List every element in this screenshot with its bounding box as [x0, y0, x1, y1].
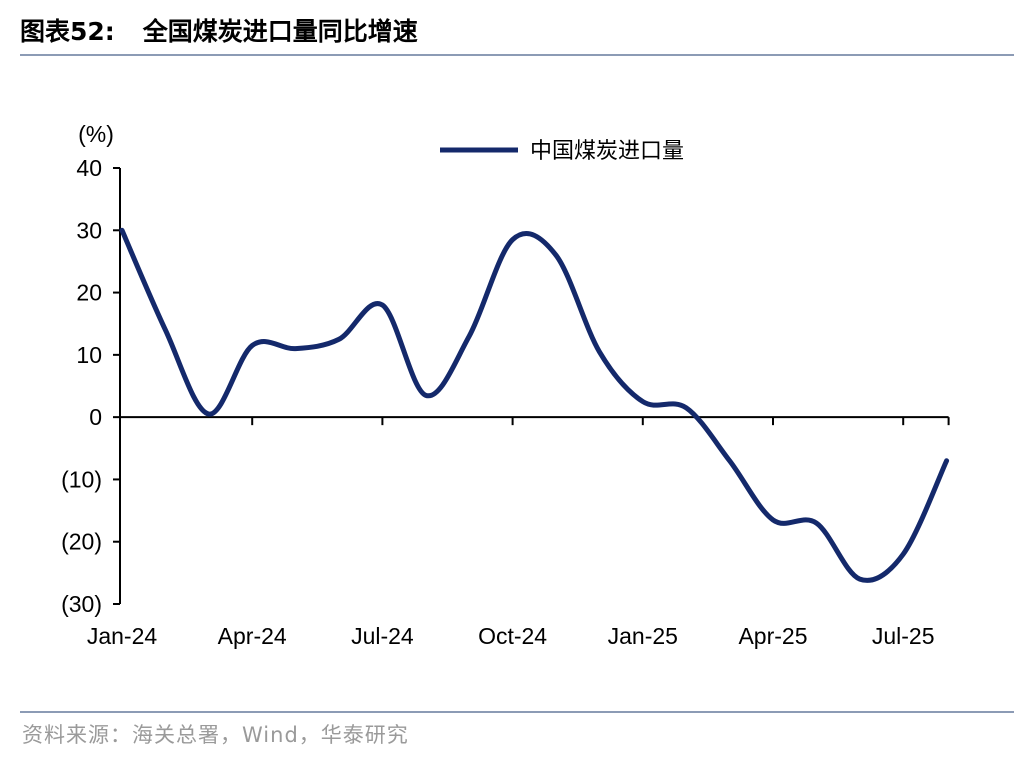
y-tick-label: (20) — [61, 529, 102, 555]
y-tick-label: (10) — [61, 466, 102, 492]
data-point — [380, 303, 384, 307]
source-divider — [20, 711, 1014, 713]
data-point — [294, 347, 298, 351]
series-line — [119, 227, 950, 583]
x-tick-label: Jan-24 — [87, 623, 158, 649]
data-point — [337, 337, 341, 341]
data-point — [250, 344, 254, 348]
title-divider — [20, 54, 1014, 56]
data-point — [901, 552, 905, 556]
data-point — [684, 406, 688, 410]
y-tick-label: (30) — [61, 591, 102, 617]
data-point — [771, 518, 775, 522]
y-tick-label: 20 — [76, 280, 102, 306]
data-point — [641, 400, 645, 404]
figure-title-bar: 图表52: 全国煤炭进口量同比增速 — [20, 10, 418, 50]
x-tick-label: Jul-24 — [351, 623, 414, 649]
x-tick-label: Apr-24 — [218, 623, 287, 649]
data-point — [728, 459, 732, 463]
figure-title: 全国煤炭进口量同比增速 — [142, 17, 418, 46]
y-tick-label: 10 — [76, 342, 102, 368]
data-point — [597, 350, 601, 354]
data-point — [163, 328, 167, 332]
data-point — [120, 228, 124, 232]
source-note: 资料来源：海关总署，Wind，华泰研究 — [22, 723, 409, 747]
x-tick-label: Jan-25 — [608, 623, 678, 649]
y-tick-label: 30 — [76, 217, 102, 243]
y-axis-unit-label: (%) — [78, 121, 114, 147]
data-point — [858, 577, 862, 581]
data-point — [511, 238, 515, 242]
line-chart: 40 30 20 10 0 (10) (20) (30) (%) Jan-24 Apr-24 Jul-… — [61, 121, 950, 649]
x-tick-label: Oct-24 — [478, 623, 547, 649]
y-tick-label: 40 — [76, 155, 102, 181]
data-point — [424, 393, 428, 397]
data-point — [814, 521, 818, 525]
data-point — [945, 459, 949, 463]
figure-number: 图表52: — [20, 17, 115, 46]
y-tick-label: 0 — [89, 404, 102, 430]
x-tick-label: Apr-25 — [738, 623, 807, 649]
x-tick-label: Jul-25 — [872, 623, 935, 649]
data-point — [554, 253, 558, 257]
data-point — [207, 412, 211, 416]
data-point — [467, 334, 471, 338]
legend-label: 中国煤炭进口量 — [530, 139, 684, 164]
